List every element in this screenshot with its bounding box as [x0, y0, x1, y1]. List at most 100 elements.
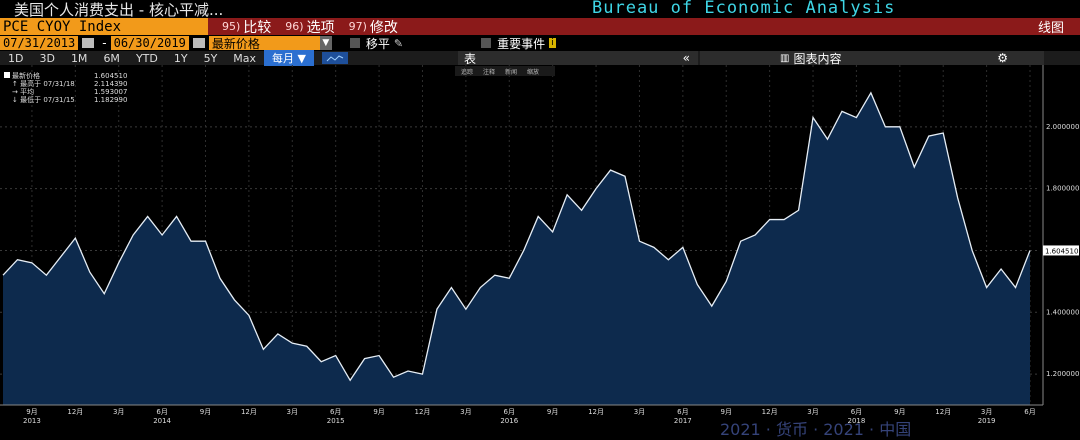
events-checkbox[interactable]: [481, 38, 492, 48]
x-tick-label: 12月: [935, 408, 951, 416]
last-value-badge: 1.604510: [1043, 245, 1079, 256]
info-icon[interactable]: i: [549, 38, 556, 48]
chart-style-icon[interactable]: [322, 52, 349, 64]
events-label: 重要事件: [497, 36, 546, 51]
period-1d-button[interactable]: 1D: [8, 51, 24, 65]
period-5y-button[interactable]: 5Y: [203, 51, 218, 65]
x-year-label: 2016: [500, 417, 518, 425]
legend-row-low: ↓ 最低于 07/31/15 1.182990: [4, 96, 127, 104]
x-tick-label: 6月: [677, 408, 688, 416]
legend-label-avg: → 平均: [12, 88, 35, 96]
period-3d-button[interactable]: 3D: [39, 51, 55, 65]
x-year-label: 2019: [978, 417, 996, 425]
x-tick-label: 9月: [721, 408, 732, 416]
x-tick-label: 3月: [287, 408, 298, 416]
period-6m-button[interactable]: 6M: [103, 51, 120, 65]
news-tool[interactable]: 新闻: [505, 68, 518, 76]
chart-contents-label: 图表内容: [793, 51, 842, 66]
last-value-label: 1.604510: [1045, 247, 1078, 255]
x-tick-label: 9月: [894, 408, 905, 416]
calendar-icon[interactable]: [192, 38, 205, 48]
y-tick-label: 2.000000: [1046, 123, 1079, 131]
edit-label: 修改: [369, 19, 398, 36]
legend-swatch: [4, 72, 10, 78]
y-tick-label: 1.400000: [1046, 308, 1079, 316]
chart-contents-panel[interactable]: ▥ 图表内容 ⚙: [700, 51, 1044, 66]
x-tick-label: 12月: [241, 408, 257, 416]
track-tool[interactable]: 追踪: [461, 68, 474, 76]
legend-row-high: ↑ 最高于 07/31/18 2.114390: [4, 80, 127, 88]
start-date-field[interactable]: 07/31/2013: [0, 36, 79, 50]
x-tick-label: 6月: [1024, 408, 1035, 416]
x-tick-label: 3月: [807, 408, 818, 416]
chevron-down-icon[interactable]: ▼: [319, 36, 332, 50]
ticker-field[interactable]: PCE CYOY Index: [0, 18, 208, 35]
x-tick-label: 3月: [113, 408, 124, 416]
compare-number: 95): [222, 20, 241, 33]
moving-average-checkbox[interactable]: [349, 38, 360, 48]
annotate-tool[interactable]: 注释: [483, 68, 496, 76]
options-button[interactable]: 96) 选项: [285, 17, 334, 37]
command-bar: PCE CYOY Index 95) 比较 96) 选项 97) 修改 线图: [0, 17, 1080, 37]
legend-value-last: 1.604510: [94, 72, 128, 80]
end-date-field[interactable]: 06/30/2019: [110, 36, 189, 50]
y-tick-label: 1.200000: [1046, 370, 1079, 378]
x-tick-label: 6月: [851, 408, 862, 416]
pencil-icon[interactable]: ✎: [393, 36, 404, 50]
x-tick-label: 12月: [415, 408, 431, 416]
date-bar: 07/31/2013 - 06/30/2019 最新价格 ▼ 移平 ✎ 重要事件…: [0, 35, 1080, 51]
options-label: 选项: [306, 19, 335, 36]
source-label: Bureau of Economic Analysis: [592, 0, 896, 18]
legend-value-low: 1.182990: [94, 96, 128, 104]
x-tick-label: 12月: [762, 408, 778, 416]
edit-button[interactable]: 97) 修改: [349, 17, 398, 37]
chart-legend: 最新价格 1.604510 ↑ 最高于 07/31/18 2.114390 → 平均…: [4, 72, 127, 104]
legend-label-high: ↑ 最高于 07/31/18: [12, 80, 75, 88]
x-tick-label: 6月: [330, 408, 341, 416]
title-bar: 美国个人消费支出 - 核心平减... Bureau of Economic An…: [0, 0, 1080, 19]
moving-average-label: 移平: [365, 36, 390, 51]
legend-row-last: 最新价格 1.604510: [4, 72, 127, 80]
calendar-icon[interactable]: [82, 38, 95, 48]
x-tick-label: 12月: [588, 408, 604, 416]
legend-value-avg: 1.593007: [94, 88, 128, 96]
y-tick-label: 1.800000: [1046, 185, 1079, 193]
table-tab[interactable]: 表 «: [458, 51, 698, 66]
x-tick-label: 6月: [156, 408, 167, 416]
period-1m-button[interactable]: 1M: [70, 51, 88, 65]
line-chart-icon: [326, 54, 344, 61]
chart-contents-icon: ▥: [780, 52, 790, 64]
legend-label-last: 最新价格: [12, 72, 40, 80]
options-number: 96): [285, 20, 304, 33]
x-tick-label: 9月: [373, 408, 384, 416]
compare-label: 比较: [243, 19, 272, 36]
period-bar: 1D 3D 1M 6M YTD 1Y 5Y Max 每月 ▼ 表 « ▥ 图表内…: [0, 50, 1080, 66]
gear-icon[interactable]: ⚙: [997, 51, 1008, 65]
edit-number: 97): [348, 20, 367, 33]
legend-label-low: ↓ 最低于 07/31/15: [12, 96, 75, 104]
table-tab-label: 表: [464, 51, 477, 66]
price-chart[interactable]: 1.2000001.4000001.6000001.8000002.000000…: [0, 65, 1080, 430]
page-title: 美国个人消费支出 - 核心平减...: [14, 0, 224, 19]
period-1y-button[interactable]: 1Y: [173, 51, 188, 65]
watermark: 2021 · 货币 · 2021 · 中国: [720, 420, 912, 439]
frequency-select[interactable]: 每月 ▼: [264, 50, 315, 66]
legend-value-high: 2.114390: [94, 80, 128, 88]
x-year-label: 2015: [327, 417, 345, 425]
view-type-label[interactable]: 线图: [1037, 21, 1064, 36]
frequency-label: 每月: [272, 52, 295, 65]
legend-row-avg: → 平均 1.593007: [4, 88, 127, 96]
x-tick-label: 3月: [981, 408, 992, 416]
x-tick-label: 9月: [200, 408, 211, 416]
collapse-left-icon[interactable]: «: [682, 51, 690, 65]
series-area-fill: [3, 92, 1030, 406]
x-year-label: 2018: [848, 417, 866, 425]
period-max-button[interactable]: Max: [233, 51, 257, 65]
x-tick-label: 9月: [26, 408, 37, 416]
compare-button[interactable]: 95) 比较: [222, 17, 271, 37]
price-field-select[interactable]: 最新价格: [208, 36, 320, 51]
zoom-tool[interactable]: 缩放: [527, 68, 540, 76]
x-tick-label: 12月: [67, 408, 83, 416]
period-ytd-button[interactable]: YTD: [135, 51, 158, 65]
